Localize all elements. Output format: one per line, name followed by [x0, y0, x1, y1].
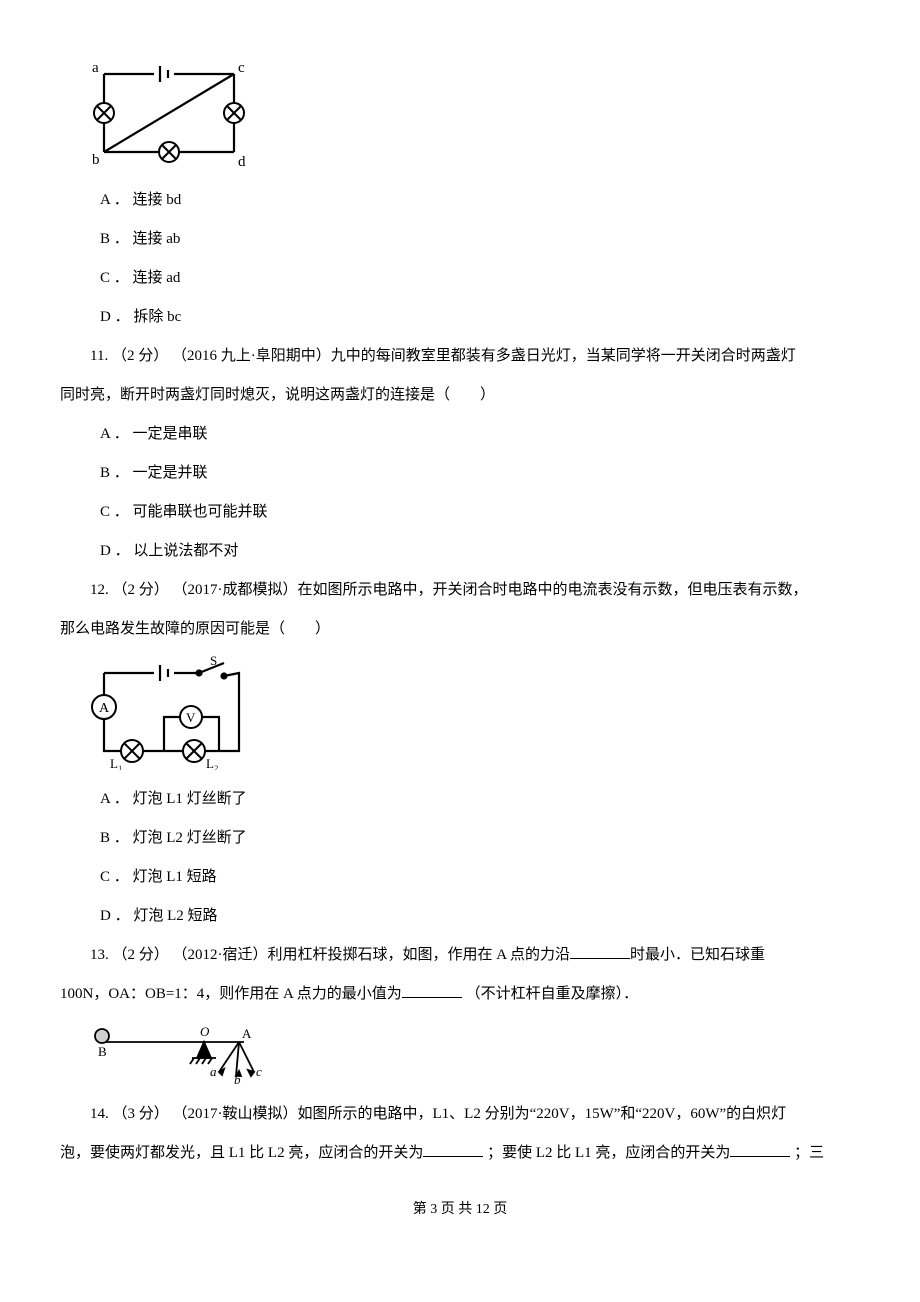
q10-option-c: C ． 连接 ad — [100, 259, 860, 298]
q13-figure: B O A a b c — [84, 1020, 860, 1085]
q13-stem2a: 100N，OA：OB=1：4，则作用在 A 点力的最小值为 — [60, 986, 402, 1002]
q13-blank1 — [570, 943, 630, 959]
q14-stem2b: ；要使 L2 比 L1 亮，应闭合的开关为 — [487, 1145, 730, 1161]
q14-blank1 — [423, 1141, 483, 1157]
l2-label: L₂ — [206, 756, 218, 770]
q11-option-c: C ． 可能串联也可能并联 — [100, 493, 860, 532]
q12-figure: A V L₁ L₂ S — [84, 655, 860, 770]
q13-stem1a: 13. （2 分） （2012·宿迁）利用杠杆投掷石球，如图，作用在 A 点的力… — [90, 947, 570, 963]
q12-option-c: C ． 灯泡 L1 短路 — [100, 858, 860, 897]
label-b: b — [92, 152, 100, 168]
page-footer: 第 3 页 共 12 页 — [60, 1193, 860, 1227]
lever-c-dir: c — [256, 1064, 262, 1079]
q12-option-a: A ． 灯泡 L1 灯丝断了 — [100, 780, 860, 819]
q10-option-a: A ． 连接 bd — [100, 181, 860, 220]
q11-option-a: A ． 一定是串联 — [100, 415, 860, 454]
lever-svg: B O A a b c — [84, 1020, 279, 1085]
q10-option-b: B ． 连接 ab — [100, 220, 860, 259]
lever-a-dir: a — [210, 1064, 217, 1079]
s-label: S — [210, 655, 217, 668]
q11-option-d: D ． 以上说法都不对 — [100, 532, 860, 571]
q14-stem2c: ；三 — [794, 1145, 824, 1161]
q11-stem-line1: 11. （2 分） （2016 九上·阜阳期中）九中的每间教室里都装有多盏日光灯… — [60, 337, 860, 376]
q13-blank2 — [402, 982, 462, 998]
q13-stem-line1: 13. （2 分） （2012·宿迁）利用杠杆投掷石球，如图，作用在 A 点的力… — [60, 936, 860, 975]
q13-stem1b: 时最小．已知石球重 — [630, 947, 765, 963]
q14-blank2 — [730, 1141, 790, 1157]
label-d: d — [238, 154, 246, 170]
voltmeter-label: V — [186, 710, 196, 725]
q14-stem2a: 泡，要使两灯都发光，且 L1 比 L2 亮，应闭合的开关为 — [60, 1145, 423, 1161]
q12-option-b: B ． 灯泡 L2 灯丝断了 — [100, 819, 860, 858]
circuit-l1l2-svg: A V L₁ L₂ S — [84, 655, 259, 770]
q13-stem-line2: 100N，OA：OB=1：4，则作用在 A 点力的最小值为 （不计杠杆自重及摩擦… — [60, 975, 860, 1014]
q11-option-b: B ． 一定是并联 — [100, 454, 860, 493]
q12-option-d: D ． 灯泡 L2 短路 — [100, 897, 860, 936]
q14-stem-line1: 14. （3 分） （2017·鞍山模拟）如图所示的电路中，L1、L2 分别为“… — [60, 1095, 860, 1134]
q12-stem-line2: 那么电路发生故障的原因可能是（ ） — [60, 610, 860, 649]
label-a: a — [92, 60, 99, 76]
q11-stem-line2: 同时亮，断开时两盏灯同时熄灭，说明这两盏灯的连接是（ ） — [60, 376, 860, 415]
ammeter-label: A — [99, 701, 110, 716]
q14-stem-line2: 泡，要使两灯都发光，且 L1 比 L2 亮，应闭合的开关为 ；要使 L2 比 L… — [60, 1134, 860, 1173]
q12-stem-line1: 12. （2 分） （2017·成都模拟）在如图所示电路中，开关闭合时电路中的电… — [60, 571, 860, 610]
label-c: c — [238, 60, 245, 76]
q10-option-d: D ． 拆除 bc — [100, 298, 860, 337]
lever-o-label: O — [200, 1024, 210, 1039]
lever-b-dir: b — [234, 1072, 241, 1085]
lever-b-label: B — [98, 1044, 107, 1059]
q13-stem2b: （不计杠杆自重及摩擦）． — [466, 986, 639, 1002]
l1-label: L₁ — [110, 756, 122, 770]
q10-figure: a b c d — [84, 56, 860, 171]
lever-a-label: A — [242, 1026, 252, 1041]
circuit-abcd-svg: a b c d — [84, 56, 254, 171]
